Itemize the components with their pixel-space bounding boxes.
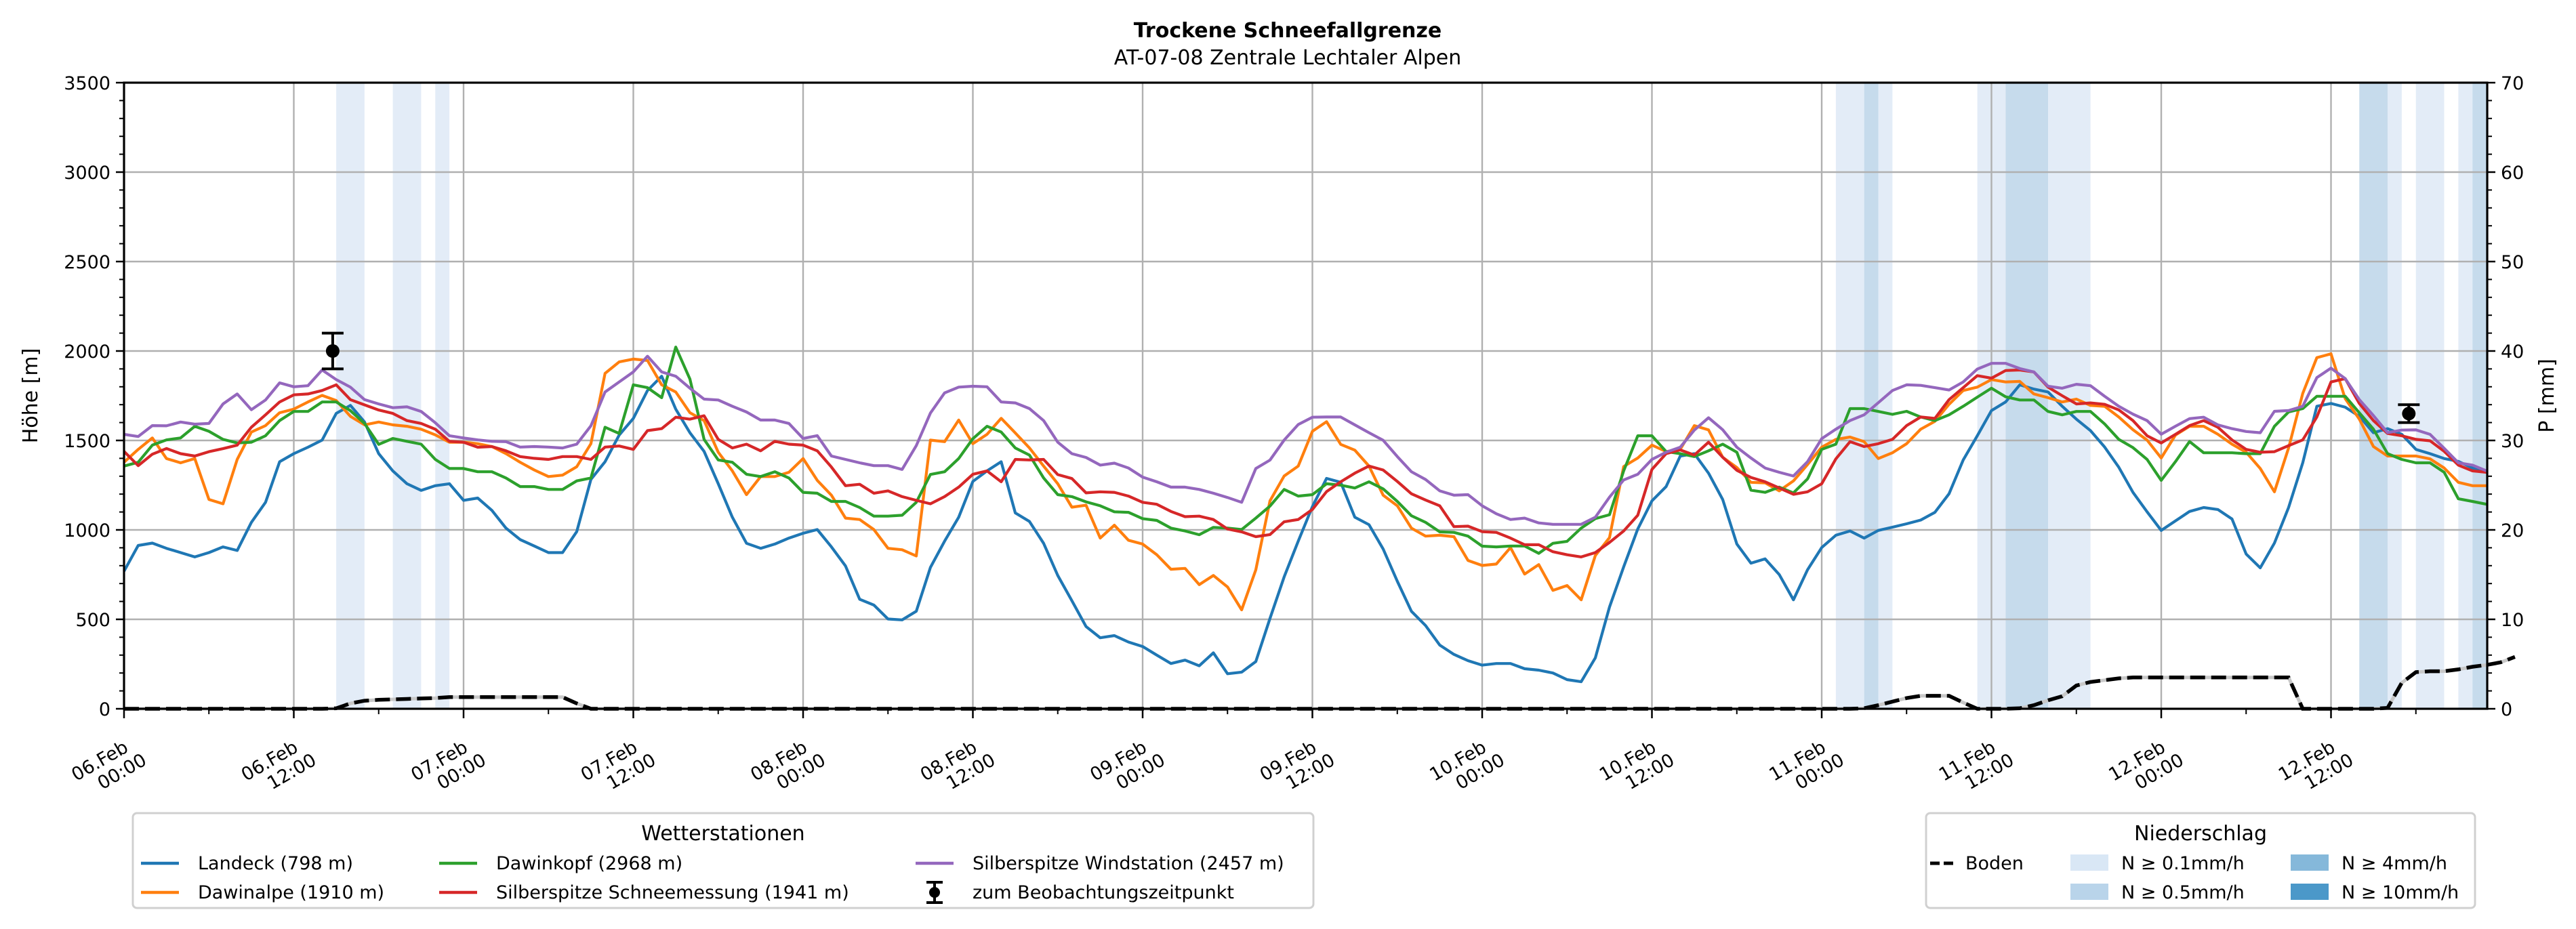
series-line-1 [123,375,2487,684]
legend-stations-title: Wetterstationen [641,822,804,846]
y-tick-right-label: 60 [2501,163,2524,184]
precip-band [1864,83,1879,709]
x-tick-label: 08.Feb00:00 [747,732,829,803]
x-tick-label: 09.Feb00:00 [1086,732,1168,803]
x-tick-label: 07.Feb12:00 [577,732,659,803]
observation-point [2402,407,2416,421]
y-axis-right: 0 10 20 30 40 50 60 70 [2487,73,2524,720]
x-tick-label: 12.Feb00:00 [2105,732,2187,803]
legend-label-3: Dawinkopf (2968 m) [496,853,682,874]
precip-band [2458,83,2473,709]
ground-line [124,655,2516,711]
y-tick-label: 2500 [64,252,110,273]
y-tick-right-label: 50 [2501,252,2524,273]
legend-label-observation: zum Beobachtungszeitpunkt [973,882,1234,903]
grid-lines [124,83,2487,709]
precip-band [2048,83,2091,709]
precip-band [2472,83,2487,709]
legend-precip-swatch-1 [2070,854,2108,871]
precip-band [2388,83,2402,709]
legend-label-4: Silberspitze Schneemessung (1941 m) [496,882,849,903]
precip-band [392,83,422,709]
chart-title: Trockene Schneefallgrenze [1134,19,1442,43]
observation-errorbar [2398,403,2420,424]
y-axis-label-left: Höhe [m] [19,348,43,444]
ground-line-boden [124,655,2516,711]
y-tick-label: 2000 [64,342,110,363]
y-tick-label: 500 [75,610,110,631]
x-tick-label: 06.Feb12:00 [238,732,320,803]
series-line-2 [123,352,2487,612]
legend-stations: Wetterstationen Landeck (798 m) Dawinalpe… [131,812,1315,909]
chart-subtitle: AT-07-08 Zentrale Lechtaler Alpen [1114,46,1461,70]
legend-precip-swatch-3 [2291,854,2329,871]
legend-precip-label-4: N ≥ 10mm/h [2342,882,2459,903]
legend-precip-frame [1925,812,2476,909]
y-tick-right-label: 30 [2501,431,2524,452]
y-tick-right-label: 20 [2501,520,2524,541]
x-tick-label: 11.Feb00:00 [1765,732,1847,803]
y-axis-left: 0 500 1000 1500 2000 2500 3000 3500 [64,73,124,720]
y-axis-label-right: P [mm] [2535,358,2559,432]
y-tick-label: 1000 [64,520,110,541]
legend-precip-label-1: N ≥ 0.1mm/h [2121,853,2245,874]
precip-band [2415,83,2445,709]
precip-band [1835,83,1864,709]
x-tick-label: 10.Feb12:00 [1596,732,1678,803]
x-tick-label: 08.Feb12:00 [917,732,999,803]
x-axis: 06.Feb00:00 06.Feb12:00 07.Feb00:00 07.Feb1… [68,709,2417,803]
x-tick-label: 07.Feb00:00 [407,732,489,803]
y-tick-label: 3000 [64,163,110,184]
x-tick-label: 10.Feb00:00 [1426,732,1508,803]
y-tick-label: 0 [99,699,110,720]
legend-stations-frame [131,812,1315,909]
x-tick-label: 11.Feb12:00 [1936,732,2018,803]
observation-errorbar [321,331,344,371]
x-tick-label: 12.Feb12:00 [2275,732,2357,803]
legend-precip-title: Niederschlag [2134,822,2267,846]
precip-band [2359,83,2388,709]
legend-precip-label-2: N ≥ 0.5mm/h [2121,882,2245,903]
legend-precip-swatch-4 [2291,884,2329,900]
series-lines [123,346,2487,684]
legend-precip-swatch-2 [2070,884,2108,900]
legend-label-1: Landeck (798 m) [198,853,353,874]
legend-observation-point [929,887,940,898]
y-tick-label: 1500 [64,431,110,452]
y-tick-right-label: 70 [2501,73,2524,94]
x-tick-label: 06.Feb00:00 [68,732,150,803]
observation-markers [321,331,2420,424]
legend-label-2: Dawinalpe (1910 m) [198,882,384,903]
x-tick-label: 09.Feb12:00 [1256,732,1338,803]
ground-line-background [124,655,2516,711]
legend-label-5: Silberspitze Windstation (2457 m) [973,853,1284,874]
y-tick-label: 3500 [64,73,110,94]
legend-precip: Niederschlag Boden N ≥ 0.1mm/h N ≥ 0.5mm/… [1925,812,2476,909]
series-line-5 [123,354,2487,526]
precip-band [435,83,450,709]
legend-ground-label: Boden [1965,853,2024,874]
observation-point [325,344,340,358]
legend-precip-label-3: N ≥ 4mm/h [2342,853,2447,874]
plot-frame [123,81,2489,710]
series-line-4 [123,368,2487,559]
y-tick-right-label: 0 [2501,699,2512,720]
y-tick-right-label: 10 [2501,610,2524,631]
series-line-3 [123,346,2487,555]
y-tick-right-label: 40 [2501,342,2524,363]
